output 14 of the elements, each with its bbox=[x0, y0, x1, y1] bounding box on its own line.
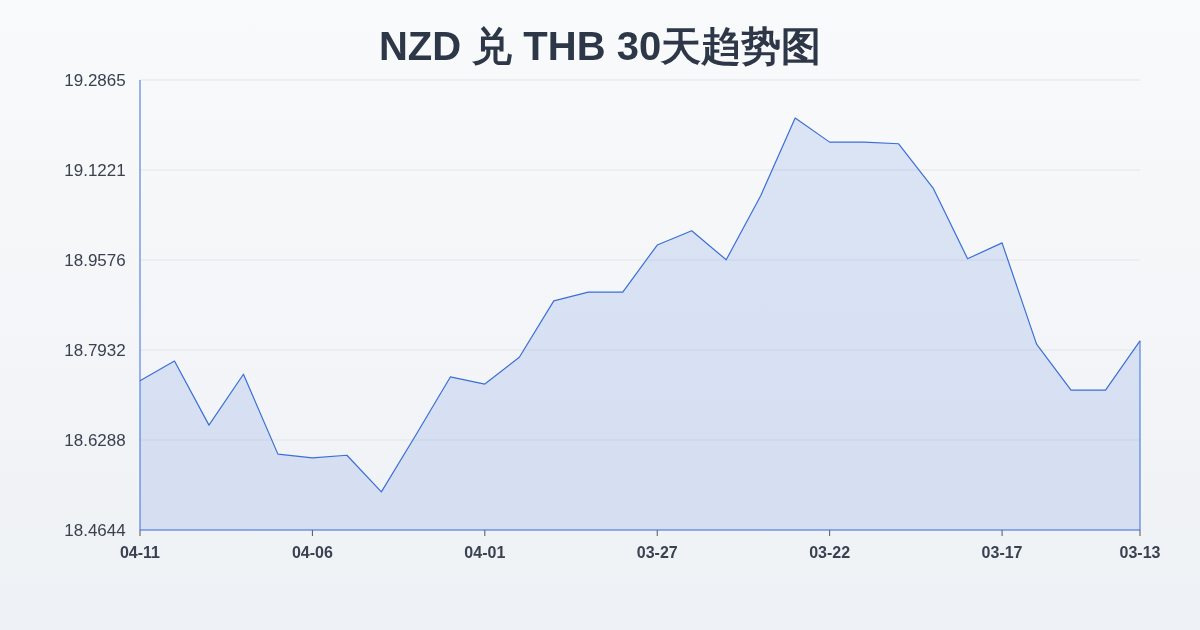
x-tick-label: 03-17 bbox=[981, 544, 1023, 561]
y-tick-label: 19.1221 bbox=[64, 160, 126, 180]
x-tick-label: 04-06 bbox=[291, 544, 333, 561]
x-tick-label: 03-22 bbox=[809, 544, 851, 561]
x-tick-label: 03-27 bbox=[636, 544, 678, 561]
x-tick-label: 04-01 bbox=[464, 544, 506, 561]
y-tick-label: 19.2865 bbox=[64, 71, 126, 90]
x-tick-label: 03-13 bbox=[1119, 544, 1161, 561]
y-tick-label: 18.4644 bbox=[64, 521, 126, 540]
y-tick-label: 18.7932 bbox=[64, 341, 126, 361]
y-tick-label: 18.9576 bbox=[64, 251, 126, 271]
x-tick-label: 04-11 bbox=[119, 544, 161, 561]
y-tick-label: 18.6288 bbox=[64, 431, 126, 451]
chart-title: NZD 兑 THB 30天趋势图 bbox=[378, 24, 822, 68]
